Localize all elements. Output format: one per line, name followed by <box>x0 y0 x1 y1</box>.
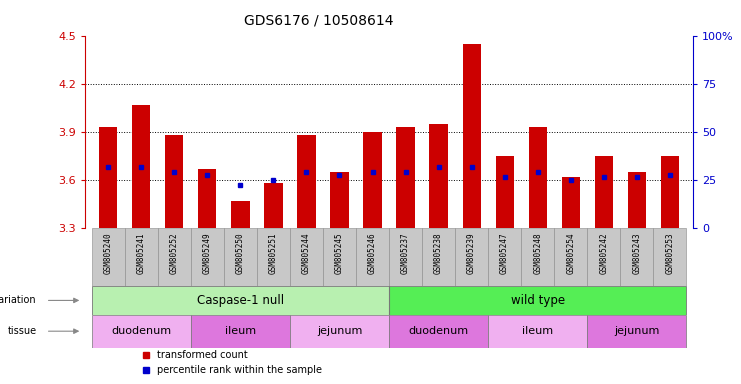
Text: GSM805239: GSM805239 <box>467 233 476 274</box>
Bar <box>330 172 348 228</box>
Bar <box>528 127 547 228</box>
Text: jejunum: jejunum <box>317 326 362 336</box>
Bar <box>363 132 382 228</box>
Bar <box>133 105 150 228</box>
Bar <box>265 183 282 228</box>
Text: GSM805250: GSM805250 <box>236 233 245 274</box>
Text: GSM805241: GSM805241 <box>137 233 146 274</box>
Bar <box>389 315 488 348</box>
Text: GSM805248: GSM805248 <box>533 233 542 274</box>
Bar <box>430 124 448 228</box>
Text: GSM805253: GSM805253 <box>665 233 674 274</box>
Text: GSM805247: GSM805247 <box>500 233 509 274</box>
Bar <box>389 286 686 315</box>
Text: GSM805237: GSM805237 <box>401 233 410 274</box>
Text: GSM805246: GSM805246 <box>368 233 377 274</box>
Bar <box>396 127 415 228</box>
Text: GSM805254: GSM805254 <box>566 233 575 274</box>
Text: GSM805244: GSM805244 <box>302 233 311 274</box>
Bar <box>257 228 290 286</box>
Text: ileum: ileum <box>225 326 256 336</box>
Bar <box>462 45 481 228</box>
Text: transformed count: transformed count <box>157 350 247 360</box>
Bar <box>323 228 356 286</box>
Bar <box>191 228 224 286</box>
Bar <box>554 228 587 286</box>
Text: GSM805240: GSM805240 <box>104 233 113 274</box>
Bar <box>191 315 290 348</box>
Bar <box>224 228 257 286</box>
Bar <box>488 315 587 348</box>
Bar <box>290 228 323 286</box>
Text: genotype/variation: genotype/variation <box>0 295 36 305</box>
Bar <box>628 172 645 228</box>
Bar <box>199 169 216 228</box>
Bar <box>297 136 316 228</box>
Bar <box>661 156 679 228</box>
Text: GSM805242: GSM805242 <box>599 233 608 274</box>
Text: GSM805243: GSM805243 <box>632 233 641 274</box>
Bar <box>620 228 654 286</box>
Bar <box>496 156 514 228</box>
Text: GSM805238: GSM805238 <box>434 233 443 274</box>
Bar <box>389 228 422 286</box>
Bar <box>562 177 579 228</box>
Bar <box>92 315 191 348</box>
Text: ileum: ileum <box>522 326 554 336</box>
Bar <box>158 228 191 286</box>
Text: GSM805249: GSM805249 <box>203 233 212 274</box>
Bar <box>521 228 554 286</box>
Bar <box>231 201 250 228</box>
Bar <box>124 228 158 286</box>
Text: percentile rank within the sample: percentile rank within the sample <box>157 365 322 375</box>
Bar <box>422 228 455 286</box>
Bar <box>594 156 613 228</box>
Text: duodenum: duodenum <box>111 326 171 336</box>
Bar <box>99 127 117 228</box>
Bar <box>587 228 620 286</box>
Bar <box>488 228 521 286</box>
Text: jejunum: jejunum <box>614 326 659 336</box>
Text: duodenum: duodenum <box>408 326 468 336</box>
Text: GDS6176 / 10508614: GDS6176 / 10508614 <box>244 13 393 27</box>
Bar <box>356 228 389 286</box>
Text: GSM805245: GSM805245 <box>335 233 344 274</box>
Text: wild type: wild type <box>511 294 565 307</box>
Text: GSM805252: GSM805252 <box>170 233 179 274</box>
Text: Caspase-1 null: Caspase-1 null <box>197 294 284 307</box>
Text: GSM805251: GSM805251 <box>269 233 278 274</box>
Bar <box>587 315 686 348</box>
Bar <box>455 228 488 286</box>
Text: tissue: tissue <box>7 326 36 336</box>
Bar <box>290 315 389 348</box>
Bar <box>92 286 389 315</box>
Bar <box>654 228 686 286</box>
Bar <box>92 228 124 286</box>
Bar <box>165 136 184 228</box>
